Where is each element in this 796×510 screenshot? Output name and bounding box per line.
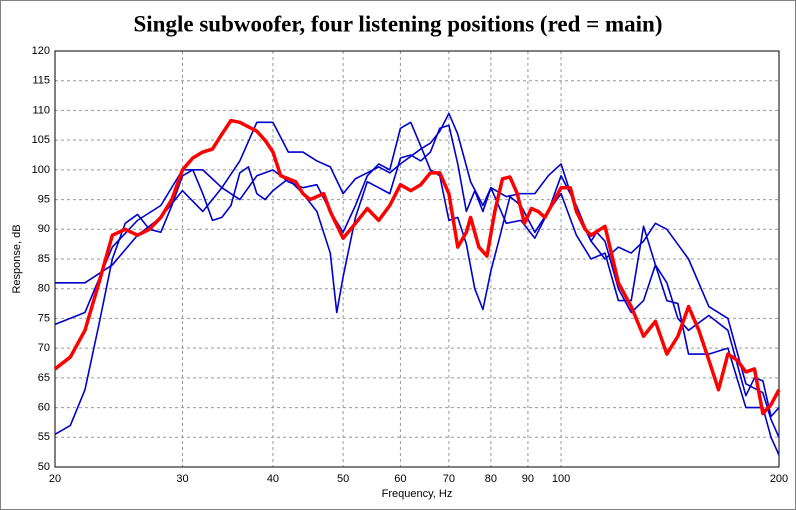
x-tick-label: 50 [337, 473, 349, 485]
y-tick-label: 55 [38, 431, 50, 443]
series-line [53, 118, 781, 416]
y-tick-label: 50 [38, 461, 50, 473]
series-line [54, 121, 780, 418]
x-tick-label: 200 [770, 473, 788, 485]
x-tick-label: 100 [552, 473, 570, 485]
y-tick-label: 95 [38, 193, 50, 205]
x-axis-label: Frequency, Hz [382, 488, 453, 500]
x-tick-label: 60 [394, 473, 406, 485]
plot-border [54, 50, 780, 468]
y-tick-label: 65 [38, 372, 50, 384]
y-tick-label: 110 [32, 104, 50, 116]
y-tick-label: 70 [38, 342, 50, 354]
y-tick-label: 100 [32, 164, 50, 176]
series-line [55, 112, 780, 438]
y-axis-label: Response, dB [11, 224, 23, 293]
x-tick-label: 70 [443, 473, 455, 485]
y-tick-label: 85 [38, 253, 50, 265]
y-tick-label: 80 [38, 283, 50, 295]
y-tick-label: 75 [38, 312, 50, 324]
series-line [54, 124, 780, 456]
y-tick-label: 115 [32, 75, 50, 87]
x-tick-label: 30 [176, 473, 188, 485]
x-tick-label: 90 [522, 473, 534, 485]
y-tick-label: 105 [32, 134, 50, 146]
y-tick-label: 90 [38, 223, 50, 235]
chart-title: Single subwoofer, four listening positio… [134, 11, 663, 36]
y-tick-label: 120 [32, 45, 50, 57]
x-tick-label: 40 [267, 473, 279, 485]
y-tick-label: 60 [38, 401, 50, 413]
x-tick-label: 80 [485, 473, 497, 485]
x-tick-label: 20 [49, 473, 61, 485]
